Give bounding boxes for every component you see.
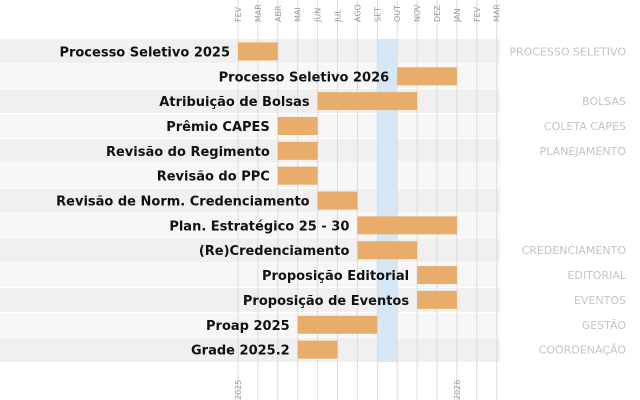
month-label: MAR bbox=[493, 4, 502, 22]
month-label: MAR bbox=[254, 4, 263, 22]
task-label: Grade 2025.2 bbox=[191, 344, 290, 359]
month-label: JUN bbox=[314, 8, 323, 23]
category-label: CREDENCIAMENTO bbox=[522, 244, 627, 257]
task-label: Atribuição de Bolsas bbox=[159, 95, 310, 110]
task-label: Proap 2025 bbox=[206, 319, 290, 334]
task-label: Proposição Editorial bbox=[262, 269, 409, 284]
category-label: PLANEJAMENTO bbox=[540, 145, 627, 158]
month-label: FEV bbox=[234, 6, 243, 22]
month-label: DEZ bbox=[433, 5, 442, 22]
month-label: ABR bbox=[274, 5, 283, 22]
task-bar bbox=[277, 116, 318, 135]
category-label: COORDENAÇÃO bbox=[539, 344, 627, 357]
category-label: GESTÃO bbox=[582, 319, 627, 332]
month-label: OUT bbox=[393, 5, 402, 22]
task-label: Plan. Estratégico 25 - 30 bbox=[169, 219, 349, 234]
category-label: EVENTOS bbox=[574, 294, 626, 307]
category-label: EDITORIAL bbox=[567, 269, 626, 282]
category-label: PROCESSO SELETIVO bbox=[509, 45, 626, 58]
task-bar bbox=[317, 92, 418, 111]
task-label: Prêmio CAPES bbox=[166, 120, 270, 135]
month-label: FEV bbox=[473, 6, 482, 22]
category-label: BOLSAS bbox=[582, 95, 626, 108]
task-bar bbox=[238, 42, 278, 61]
current-period-highlight bbox=[377, 39, 398, 363]
task-bar bbox=[317, 191, 358, 210]
task-label: Revisão de Norm. Credenciamento bbox=[56, 195, 310, 210]
task-label: Revisão do Regimento bbox=[106, 145, 270, 160]
task-bar bbox=[397, 67, 457, 86]
task-bar bbox=[357, 241, 418, 260]
task-label: Revisão do PPC bbox=[157, 170, 270, 185]
year-label: 2026 bbox=[453, 380, 462, 400]
task-bar bbox=[297, 315, 378, 334]
month-label: JUL bbox=[334, 9, 343, 23]
month-label: SET bbox=[373, 7, 382, 22]
task-bar bbox=[417, 266, 457, 285]
month-label: MAI bbox=[294, 7, 303, 22]
month-label: AGO bbox=[353, 4, 362, 22]
task-bar bbox=[277, 166, 318, 185]
task-bar bbox=[417, 290, 457, 309]
task-bar bbox=[357, 216, 457, 235]
task-label: Proposição de Eventos bbox=[243, 294, 409, 309]
task-label: Processo Seletivo 2025 bbox=[59, 45, 230, 60]
task-bar bbox=[297, 340, 338, 359]
task-bar bbox=[277, 141, 318, 160]
task-label: Processo Seletivo 2026 bbox=[219, 70, 390, 85]
month-label: NOV bbox=[413, 4, 422, 22]
year-label: 2025 bbox=[234, 380, 243, 400]
task-label: (Re)Credenciamento bbox=[199, 244, 350, 259]
month-label: JAN bbox=[453, 8, 462, 23]
category-label: COLETA CAPES bbox=[544, 120, 626, 133]
